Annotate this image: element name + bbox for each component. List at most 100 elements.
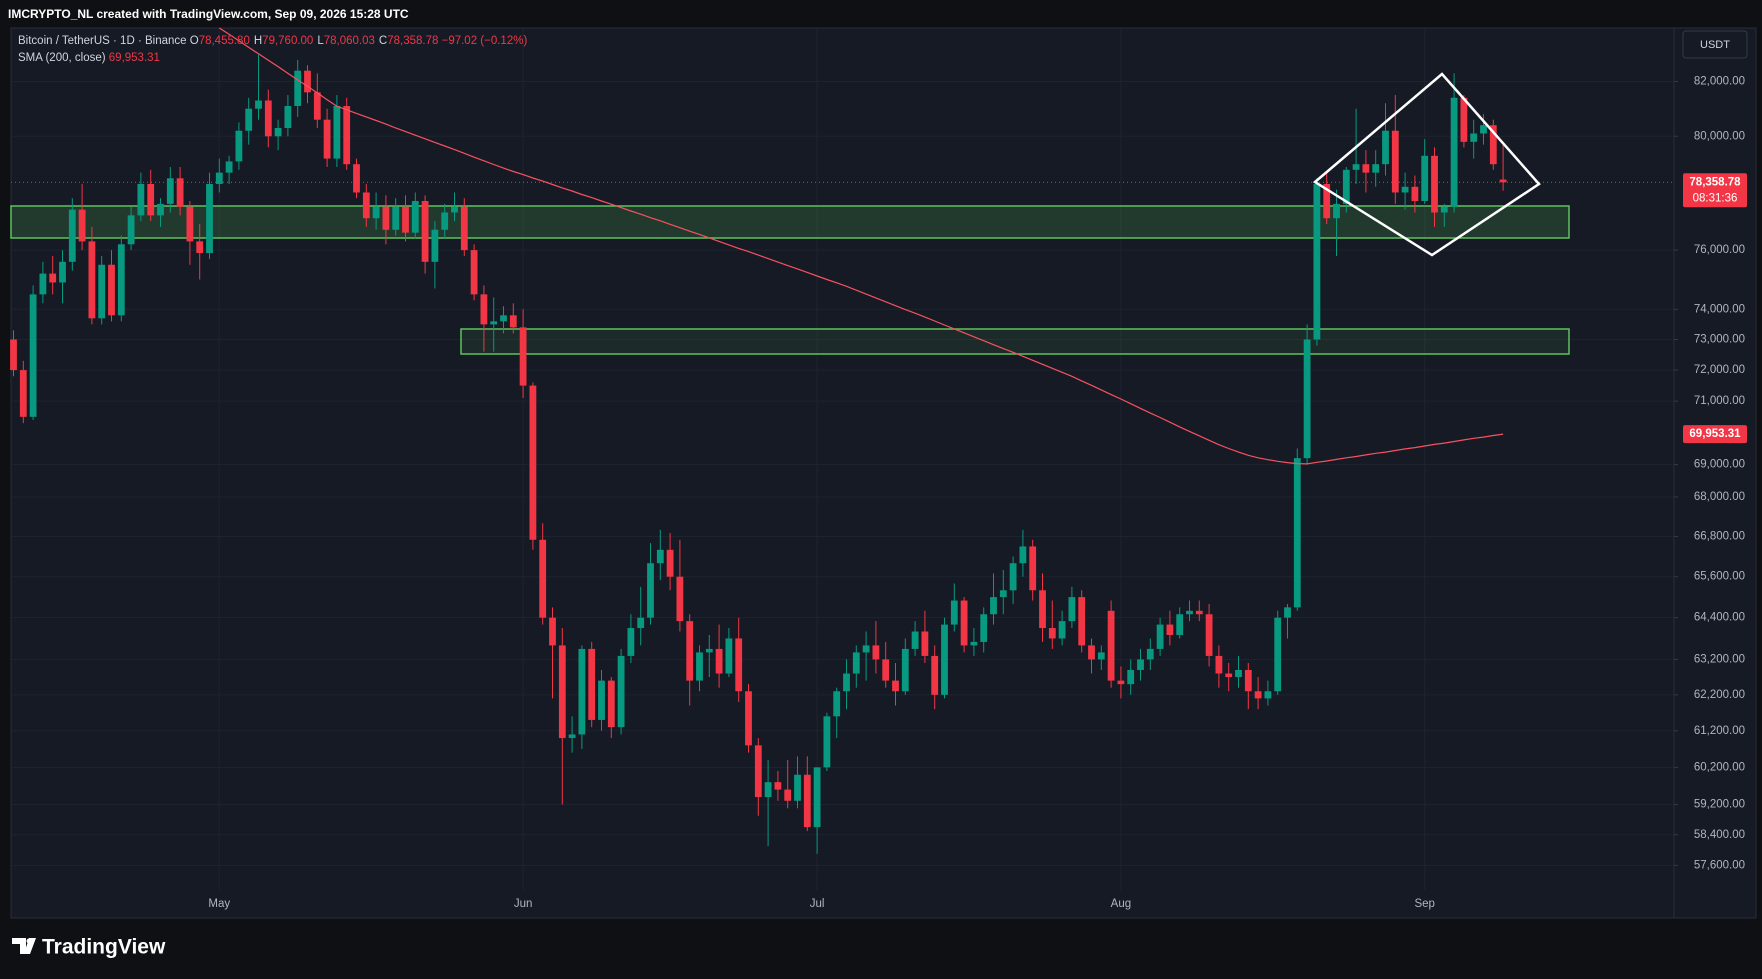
candle-body: [362, 192, 370, 219]
candle-body: [1480, 125, 1487, 134]
y-tick-label: 76,000.00: [1694, 244, 1745, 256]
candle-body: [1293, 458, 1301, 608]
candle-body: [108, 264, 115, 316]
legend-main: Bitcoin / TetherUS · 1D · Binance O78,45…: [18, 35, 527, 47]
candle-body: [157, 203, 164, 216]
price-tag-label: 78,358.78: [1689, 176, 1741, 188]
candle-body: [1205, 614, 1213, 656]
candle-body: [1097, 652, 1105, 660]
y-tick-label: 80,000.00: [1694, 130, 1745, 142]
y-tick-label: 63,200.00: [1694, 653, 1745, 665]
price-axis: [1673, 27, 1757, 919]
candle-body: [245, 108, 253, 131]
candle-body: [382, 206, 390, 230]
candle-body: [215, 172, 223, 184]
candle-body: [1421, 155, 1429, 202]
x-tick-label: May: [208, 898, 230, 910]
candle-body: [500, 315, 507, 322]
candle-body: [1323, 183, 1331, 219]
candle-body: [1382, 130, 1389, 165]
candle-body: [441, 212, 449, 230]
candle-body: [333, 105, 341, 159]
candle-body: [1372, 164, 1380, 173]
candle-body: [1284, 607, 1291, 618]
candle-body: [1274, 617, 1282, 692]
candle-body: [1127, 669, 1135, 685]
candle-body: [137, 183, 145, 216]
ohlc-value: 78,060.03: [324, 35, 375, 47]
candle-body: [598, 680, 605, 720]
candle-body: [1470, 133, 1478, 142]
candle-body: [676, 576, 684, 622]
candle-body: [1401, 186, 1409, 193]
candle-body: [1137, 659, 1144, 670]
candle-body: [1499, 179, 1507, 183]
y-tick-label: 82,000.00: [1694, 76, 1745, 88]
ohlc-key: H: [254, 35, 262, 47]
candle-body: [960, 600, 968, 646]
candle-body: [274, 127, 282, 137]
candle-body: [813, 767, 821, 828]
candle-body: [1176, 614, 1184, 635]
candle-body: [696, 652, 703, 681]
x-tick-label: Sep: [1414, 898, 1434, 910]
candle-body: [823, 716, 831, 768]
currency-button[interactable]: [1682, 30, 1748, 59]
candle-body: [607, 680, 615, 728]
y-tick-label: 65,600.00: [1694, 571, 1745, 583]
candle-body: [1215, 655, 1223, 674]
candle-body: [1342, 169, 1350, 204]
ohlc-value: 79,760.00: [262, 35, 313, 47]
y-tick-label: 61,200.00: [1694, 725, 1745, 737]
candle-body: [686, 621, 694, 681]
candle-body: [402, 206, 409, 233]
y-tick-label: 72,000.00: [1694, 364, 1745, 376]
candle-body: [509, 315, 517, 328]
legend-indicator: SMA (200, close) 69,953.31: [18, 52, 160, 64]
candle-body: [941, 624, 948, 695]
candle-body: [206, 183, 213, 254]
change: −97.02 (−0.12%): [442, 35, 528, 47]
candle-body: [725, 638, 733, 674]
candle-body: [715, 648, 723, 674]
candle-body: [921, 631, 929, 656]
candle-body: [1313, 183, 1321, 340]
candle-body: [284, 105, 292, 128]
candle-body: [1333, 203, 1340, 219]
candle-body: [78, 209, 86, 242]
candle-body: [255, 100, 262, 109]
currency[interactable]: USDT: [1700, 39, 1730, 51]
candle-body: [98, 264, 106, 319]
candle-body: [1244, 669, 1252, 692]
candle-body: [59, 261, 66, 283]
candle-body: [323, 119, 331, 159]
candle-body: [353, 164, 360, 193]
candle-body: [343, 105, 351, 165]
candle-body: [49, 273, 57, 283]
y-tick-label: 60,200.00: [1694, 761, 1745, 773]
y-tick-label: 69,000.00: [1694, 459, 1745, 471]
candle-body: [862, 645, 870, 653]
candle-body: [970, 641, 978, 646]
candle-body: [754, 745, 762, 798]
candle-body: [117, 244, 125, 316]
candle-body: [1411, 186, 1419, 202]
candle-body: [1431, 155, 1438, 213]
candle-body: [549, 617, 556, 646]
candle-body: [1264, 691, 1272, 699]
candle-body: [264, 100, 272, 137]
candle-body: [372, 206, 380, 219]
candle-body: [1440, 206, 1448, 213]
candle-body: [519, 327, 527, 386]
candle-body: [1166, 624, 1174, 635]
candle-body: [1107, 610, 1115, 681]
support-zone: [460, 328, 1570, 355]
credit: IMCRYPTO_NL created with TradingView.com…: [8, 7, 409, 21]
candle-body: [617, 655, 625, 728]
ohlc-value: 78,358.78: [387, 35, 438, 47]
candle-body: [1489, 125, 1497, 165]
candle-body: [1117, 680, 1125, 685]
candle-body: [568, 734, 576, 739]
candle-body: [980, 614, 988, 642]
